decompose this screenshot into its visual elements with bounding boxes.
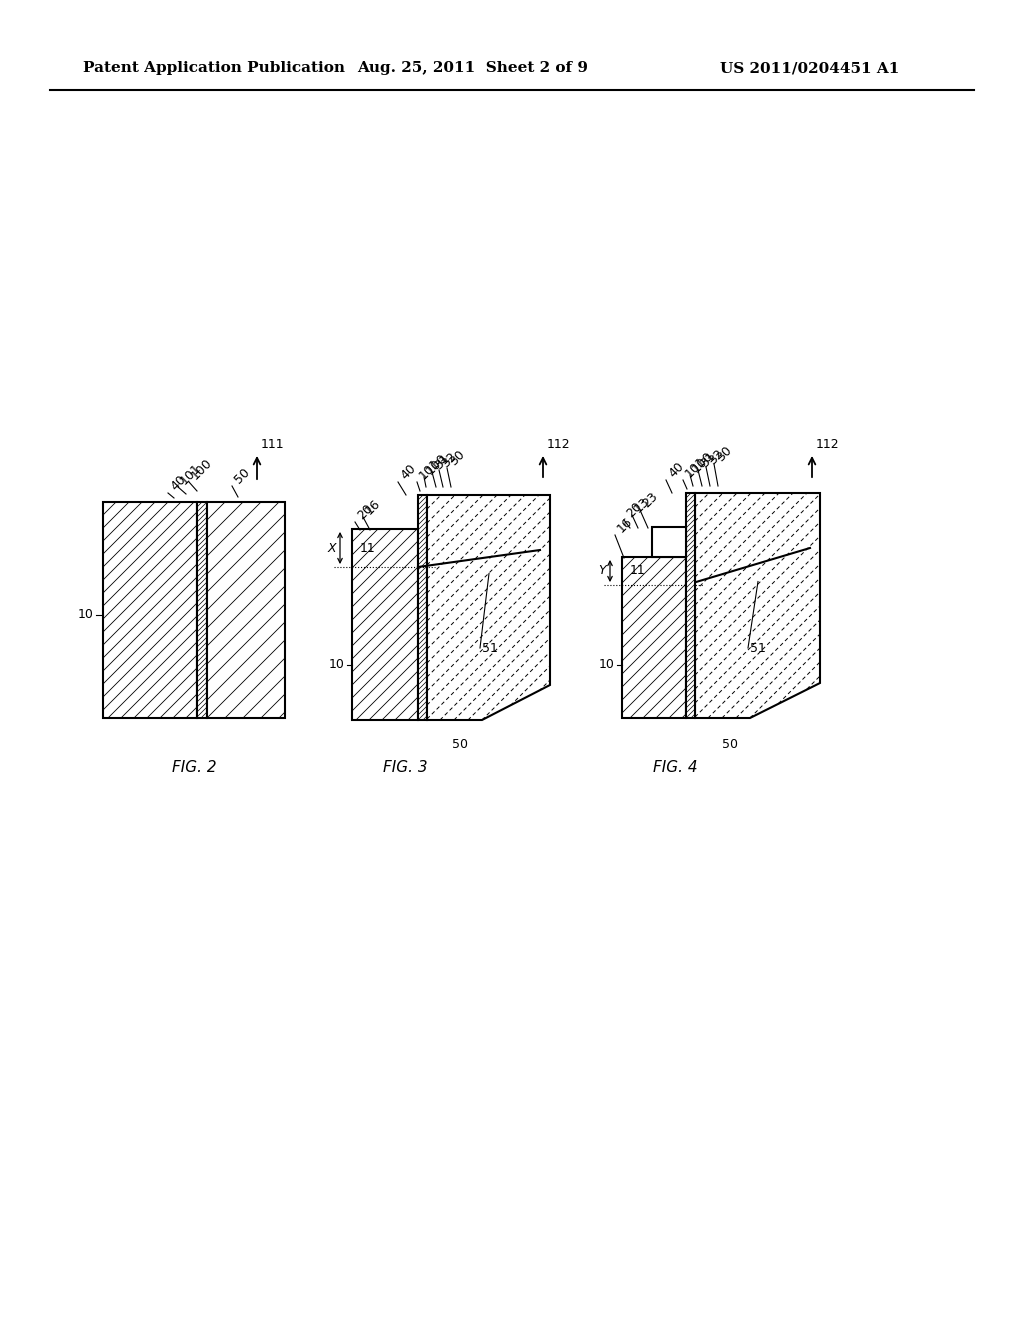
Text: 101: 101 bbox=[178, 461, 204, 487]
Text: 30: 30 bbox=[714, 444, 734, 465]
Bar bbox=[207, 502, 285, 718]
Bar bbox=[622, 557, 686, 718]
Text: 16: 16 bbox=[362, 496, 383, 517]
Text: FIG. 3: FIG. 3 bbox=[383, 760, 427, 776]
Bar bbox=[103, 502, 197, 718]
Text: 100: 100 bbox=[690, 449, 716, 475]
Text: 50: 50 bbox=[452, 738, 468, 751]
Text: 50: 50 bbox=[722, 738, 738, 751]
Bar bbox=[352, 529, 418, 719]
Text: 11: 11 bbox=[630, 565, 646, 578]
Text: 31: 31 bbox=[432, 451, 453, 473]
Text: FIG. 4: FIG. 4 bbox=[652, 760, 697, 776]
Text: 16: 16 bbox=[615, 515, 635, 535]
Text: 112: 112 bbox=[547, 438, 570, 451]
Text: 10: 10 bbox=[599, 659, 615, 672]
Text: Y: Y bbox=[598, 565, 606, 578]
Text: 20: 20 bbox=[355, 502, 376, 521]
Text: 40: 40 bbox=[398, 462, 419, 482]
Text: 32: 32 bbox=[706, 446, 726, 467]
Text: 30: 30 bbox=[447, 447, 467, 469]
Text: 50: 50 bbox=[232, 466, 253, 486]
Text: 101: 101 bbox=[417, 455, 443, 482]
Text: 100: 100 bbox=[424, 451, 451, 477]
Polygon shape bbox=[695, 492, 820, 718]
Text: 10: 10 bbox=[78, 609, 94, 622]
Text: 40: 40 bbox=[168, 473, 188, 492]
Text: 31: 31 bbox=[698, 450, 718, 470]
Bar bbox=[197, 502, 207, 718]
Text: Patent Application Publication: Patent Application Publication bbox=[83, 61, 345, 75]
Text: FIG. 2: FIG. 2 bbox=[172, 760, 216, 776]
Text: Aug. 25, 2011  Sheet 2 of 9: Aug. 25, 2011 Sheet 2 of 9 bbox=[357, 61, 588, 75]
Text: 111: 111 bbox=[261, 438, 285, 451]
Text: 51: 51 bbox=[482, 642, 498, 655]
Bar bbox=[652, 527, 686, 557]
Bar bbox=[418, 495, 427, 719]
Text: X: X bbox=[328, 541, 336, 554]
Text: 100: 100 bbox=[189, 455, 215, 482]
Text: 40: 40 bbox=[666, 459, 686, 480]
Text: 20: 20 bbox=[624, 499, 644, 520]
Text: 11: 11 bbox=[360, 541, 376, 554]
Text: 32: 32 bbox=[439, 450, 460, 470]
Text: 23: 23 bbox=[640, 490, 660, 510]
Polygon shape bbox=[427, 495, 550, 719]
Text: 51: 51 bbox=[750, 642, 766, 655]
Text: 10: 10 bbox=[329, 659, 345, 672]
Text: 101: 101 bbox=[683, 454, 709, 480]
Text: US 2011/0204451 A1: US 2011/0204451 A1 bbox=[720, 61, 899, 75]
Text: 13: 13 bbox=[632, 495, 652, 515]
Text: 112: 112 bbox=[816, 438, 840, 451]
Bar bbox=[686, 492, 695, 718]
